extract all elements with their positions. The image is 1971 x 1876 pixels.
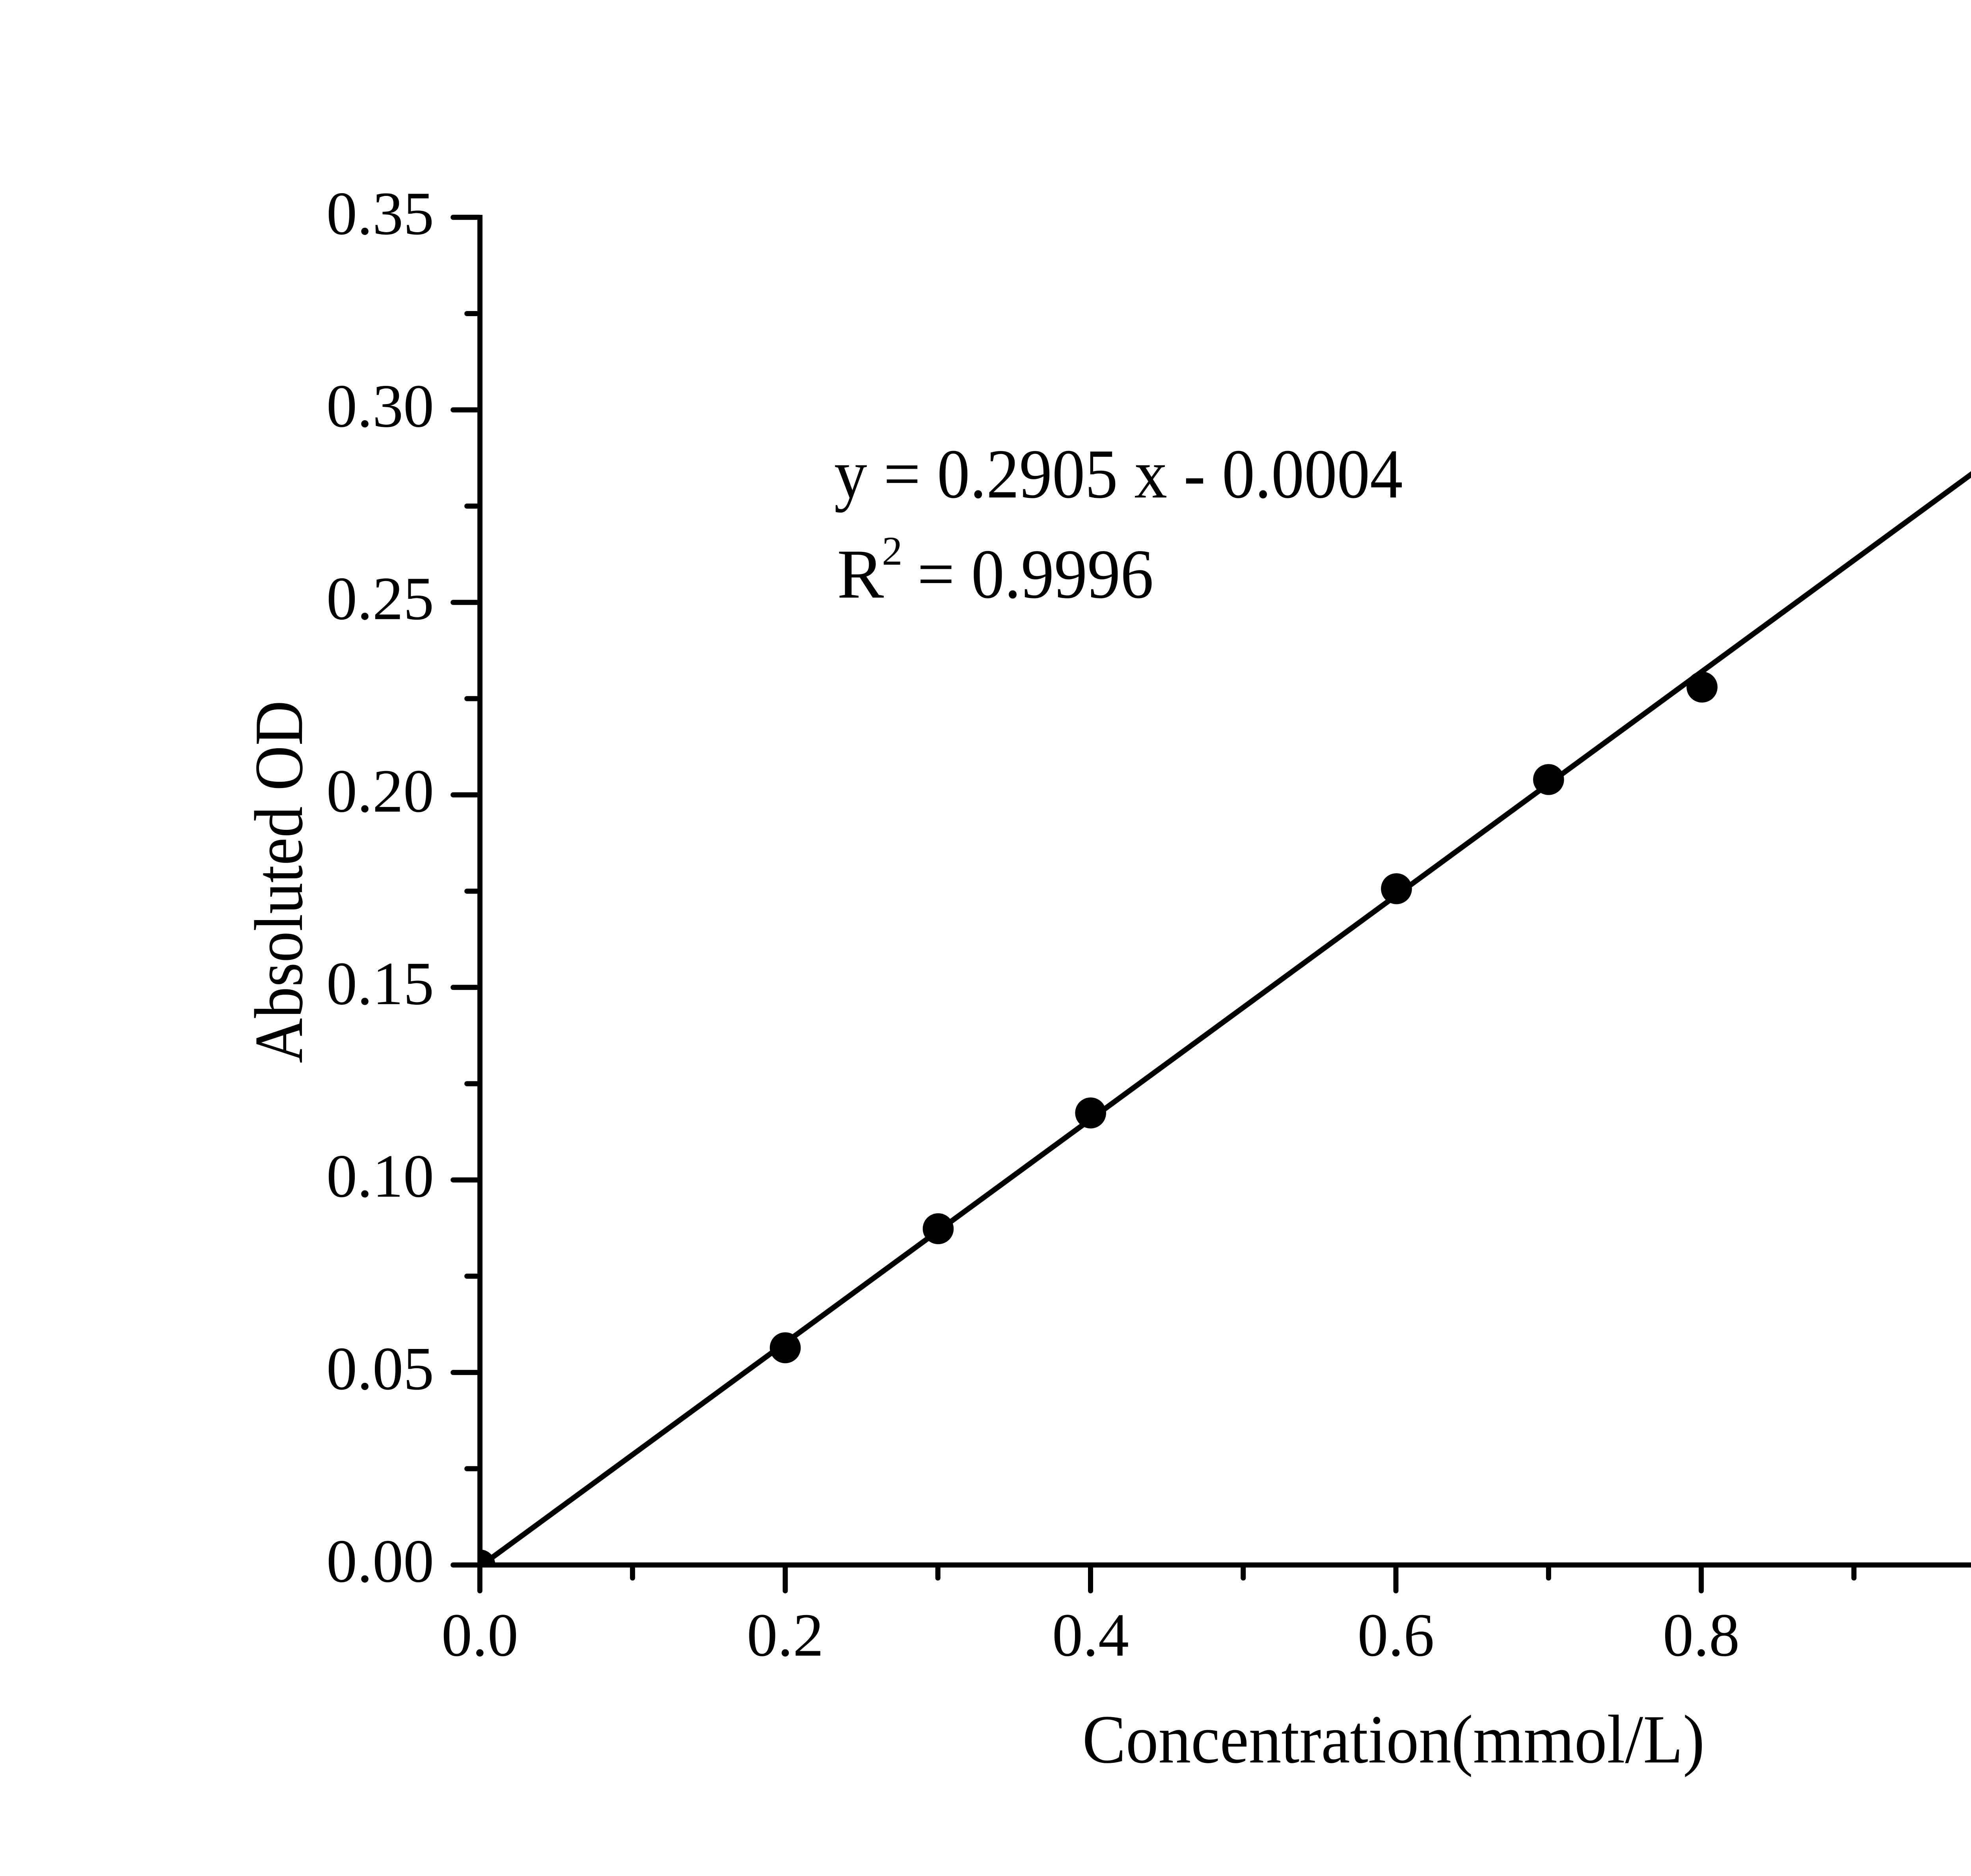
svg-text:Absoluted OD: Absoluted OD: [240, 700, 317, 1063]
svg-text:0.8: 0.8: [1663, 1601, 1740, 1669]
svg-text:0.0: 0.0: [442, 1601, 518, 1669]
svg-text:2: 2: [882, 529, 902, 574]
svg-text:0.35: 0.35: [326, 179, 434, 248]
svg-text:= 0.9996: = 0.9996: [917, 535, 1154, 613]
svg-text:0.6: 0.6: [1358, 1601, 1434, 1669]
svg-text:0.4: 0.4: [1052, 1601, 1129, 1669]
svg-text:0.15: 0.15: [326, 949, 434, 1017]
svg-text:0.30: 0.30: [326, 372, 434, 440]
svg-text:1.0: 1.0: [1968, 1601, 1971, 1669]
svg-text:0.2: 0.2: [747, 1601, 824, 1669]
svg-text:Concentration(mmol/L): Concentration(mmol/L): [1082, 1701, 1705, 1777]
svg-text:0.25: 0.25: [326, 564, 434, 633]
svg-text:0.05: 0.05: [326, 1334, 434, 1403]
svg-text:R: R: [837, 535, 884, 613]
svg-text:0.10: 0.10: [326, 1142, 434, 1210]
svg-text:0.20: 0.20: [326, 757, 434, 825]
svg-text:y = 0.2905 x - 0.0004: y = 0.2905 x - 0.0004: [834, 435, 1403, 513]
svg-text:0.00: 0.00: [326, 1527, 434, 1595]
